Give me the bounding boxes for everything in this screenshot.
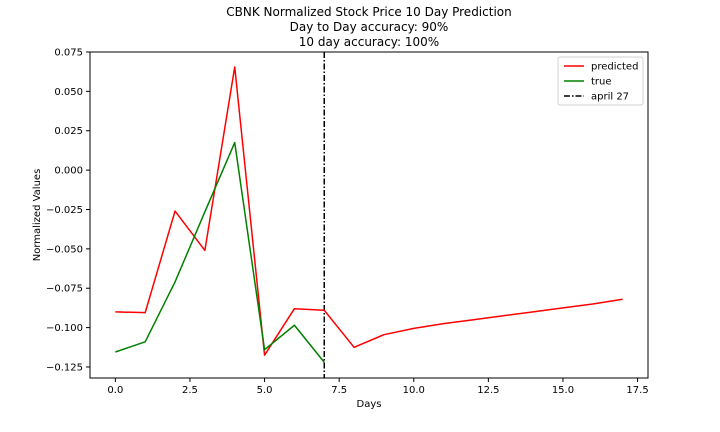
legend-entry-true: true bbox=[591, 77, 612, 88]
chart-subtitle-line-2: 10 day accuracy: 100% bbox=[299, 35, 439, 49]
y-axis-label: Normalized Values bbox=[32, 169, 43, 262]
x-tick-label: 0.0 bbox=[107, 385, 123, 396]
x-tick-label: 5.0 bbox=[257, 385, 273, 396]
y-tick-label: 0.075 bbox=[54, 48, 83, 59]
y-tick-label: −0.075 bbox=[46, 284, 83, 295]
legend: predicted true april 27 bbox=[557, 56, 644, 106]
chart-subtitle-line-1: Day to Day accuracy: 90% bbox=[290, 20, 449, 34]
x-axis-label: Days bbox=[357, 399, 382, 410]
plot-area bbox=[115, 52, 623, 378]
chart-title: CBNK Normalized Stock Price 10 Day Predi… bbox=[226, 5, 511, 19]
x-tick-label: 15.0 bbox=[552, 385, 574, 396]
y-axis: 0.075 0.050 0.025 0.000 −0.025 −0.050 −0.075 −0… bbox=[46, 48, 90, 373]
y-tick-label: −0.125 bbox=[46, 362, 83, 373]
series-line-true bbox=[115, 141, 325, 363]
y-tick-label: −0.025 bbox=[46, 205, 83, 216]
legend-entry-april-27: april 27 bbox=[591, 92, 629, 103]
x-tick-label: 10.0 bbox=[403, 385, 425, 396]
y-tick-label: −0.100 bbox=[46, 323, 83, 334]
legend-entry-predicted: predicted bbox=[591, 62, 638, 73]
x-tick-label: 17.5 bbox=[626, 385, 648, 396]
x-tick-label: 2.5 bbox=[182, 385, 198, 396]
legend-box bbox=[557, 56, 644, 106]
y-tick-label: 0.000 bbox=[54, 166, 83, 177]
x-tick-label: 7.5 bbox=[331, 385, 347, 396]
plot-frame bbox=[89, 51, 649, 379]
x-axis: 0.0 2.5 5.0 7.5 10.0 12.5 15.0 17.5 bbox=[107, 378, 649, 396]
y-tick-label: 0.050 bbox=[54, 87, 83, 98]
x-tick-label: 12.5 bbox=[477, 385, 499, 396]
y-tick-label: −0.050 bbox=[46, 244, 83, 255]
series-line-predicted bbox=[115, 66, 623, 356]
y-tick-label: 0.025 bbox=[54, 126, 83, 137]
